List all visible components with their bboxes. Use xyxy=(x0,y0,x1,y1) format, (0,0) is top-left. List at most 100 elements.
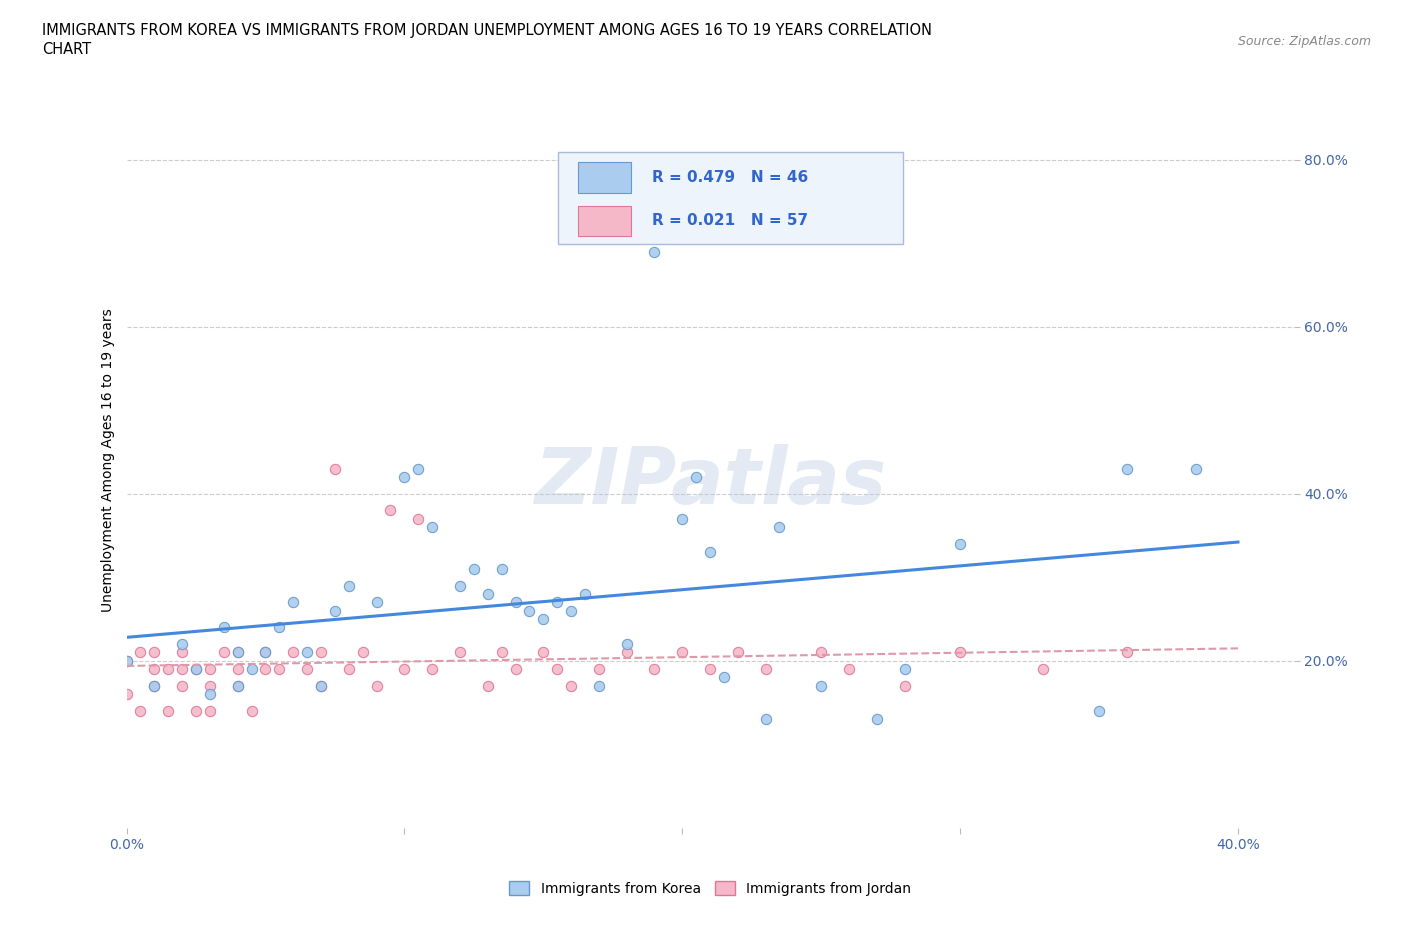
Point xyxy=(560,678,582,693)
Point xyxy=(949,537,972,551)
Point xyxy=(283,595,305,610)
Point xyxy=(755,711,778,726)
Point xyxy=(115,653,138,668)
Point xyxy=(309,678,332,693)
Point xyxy=(269,620,291,635)
Point xyxy=(295,644,318,659)
Point xyxy=(616,637,638,652)
Point xyxy=(240,661,263,676)
Point xyxy=(449,644,471,659)
Point xyxy=(810,644,832,659)
Point xyxy=(866,711,889,726)
Point xyxy=(143,678,166,693)
Point xyxy=(143,661,166,676)
Point xyxy=(337,661,360,676)
Point xyxy=(449,578,471,593)
Point xyxy=(531,612,554,627)
Point xyxy=(172,678,194,693)
Point xyxy=(143,644,166,659)
Point xyxy=(477,678,499,693)
Point xyxy=(699,661,721,676)
Point xyxy=(309,678,332,693)
Point xyxy=(671,512,693,526)
Point xyxy=(172,661,194,676)
Text: R = 0.479   N = 46: R = 0.479 N = 46 xyxy=(652,170,808,185)
Bar xyxy=(578,206,631,236)
Point xyxy=(366,678,388,693)
Point xyxy=(380,503,402,518)
Point xyxy=(184,661,207,676)
Point xyxy=(226,661,249,676)
Point xyxy=(560,604,582,618)
Point xyxy=(768,520,790,535)
Point xyxy=(546,595,568,610)
Point xyxy=(157,661,180,676)
Point xyxy=(491,562,513,577)
Point xyxy=(574,587,596,602)
Point xyxy=(616,644,638,659)
Point xyxy=(226,644,249,659)
Point xyxy=(172,644,194,659)
Point xyxy=(240,703,263,718)
Point xyxy=(184,661,207,676)
Point xyxy=(283,644,305,659)
Y-axis label: Unemployment Among Ages 16 to 19 years: Unemployment Among Ages 16 to 19 years xyxy=(101,309,115,612)
Point xyxy=(309,644,332,659)
Point xyxy=(198,661,221,676)
Point xyxy=(1032,661,1054,676)
Point xyxy=(198,703,221,718)
Point xyxy=(254,661,277,676)
Point xyxy=(198,686,221,701)
Point xyxy=(685,470,707,485)
Point xyxy=(420,520,443,535)
Point xyxy=(198,678,221,693)
Point xyxy=(643,661,665,676)
Point xyxy=(172,637,194,652)
Point xyxy=(226,678,249,693)
Bar xyxy=(578,162,631,193)
Point xyxy=(394,470,416,485)
Point xyxy=(463,562,485,577)
Point xyxy=(269,661,291,676)
Point xyxy=(1115,644,1137,659)
Point xyxy=(226,678,249,693)
Point xyxy=(323,604,346,618)
Point xyxy=(531,644,554,659)
Point xyxy=(713,670,735,684)
Point xyxy=(212,620,235,635)
Point xyxy=(546,661,568,676)
Point xyxy=(893,661,915,676)
Point xyxy=(295,661,318,676)
Point xyxy=(1115,461,1137,476)
Point xyxy=(519,604,541,618)
Point xyxy=(129,703,152,718)
Point xyxy=(115,686,138,701)
Point xyxy=(810,678,832,693)
Point xyxy=(1088,703,1111,718)
Point xyxy=(143,678,166,693)
Text: CHART: CHART xyxy=(42,42,91,57)
Point xyxy=(129,644,152,659)
Text: IMMIGRANTS FROM KOREA VS IMMIGRANTS FROM JORDAN UNEMPLOYMENT AMONG AGES 16 TO 19: IMMIGRANTS FROM KOREA VS IMMIGRANTS FROM… xyxy=(42,23,932,38)
Point xyxy=(254,644,277,659)
Point xyxy=(408,512,430,526)
Point xyxy=(505,661,527,676)
Point xyxy=(671,644,693,659)
Point xyxy=(643,245,665,259)
Point xyxy=(727,644,749,659)
Point xyxy=(184,703,207,718)
Point xyxy=(408,461,430,476)
Point xyxy=(420,661,443,676)
Point xyxy=(505,595,527,610)
Point xyxy=(755,661,778,676)
Point xyxy=(477,587,499,602)
Text: Source: ZipAtlas.com: Source: ZipAtlas.com xyxy=(1237,35,1371,48)
Point xyxy=(337,578,360,593)
Point xyxy=(588,661,610,676)
Point xyxy=(323,461,346,476)
Point xyxy=(699,545,721,560)
Legend: Immigrants from Korea, Immigrants from Jordan: Immigrants from Korea, Immigrants from J… xyxy=(503,876,917,901)
Point xyxy=(115,653,138,668)
Point xyxy=(1185,461,1208,476)
Text: R = 0.021   N = 57: R = 0.021 N = 57 xyxy=(652,213,808,229)
